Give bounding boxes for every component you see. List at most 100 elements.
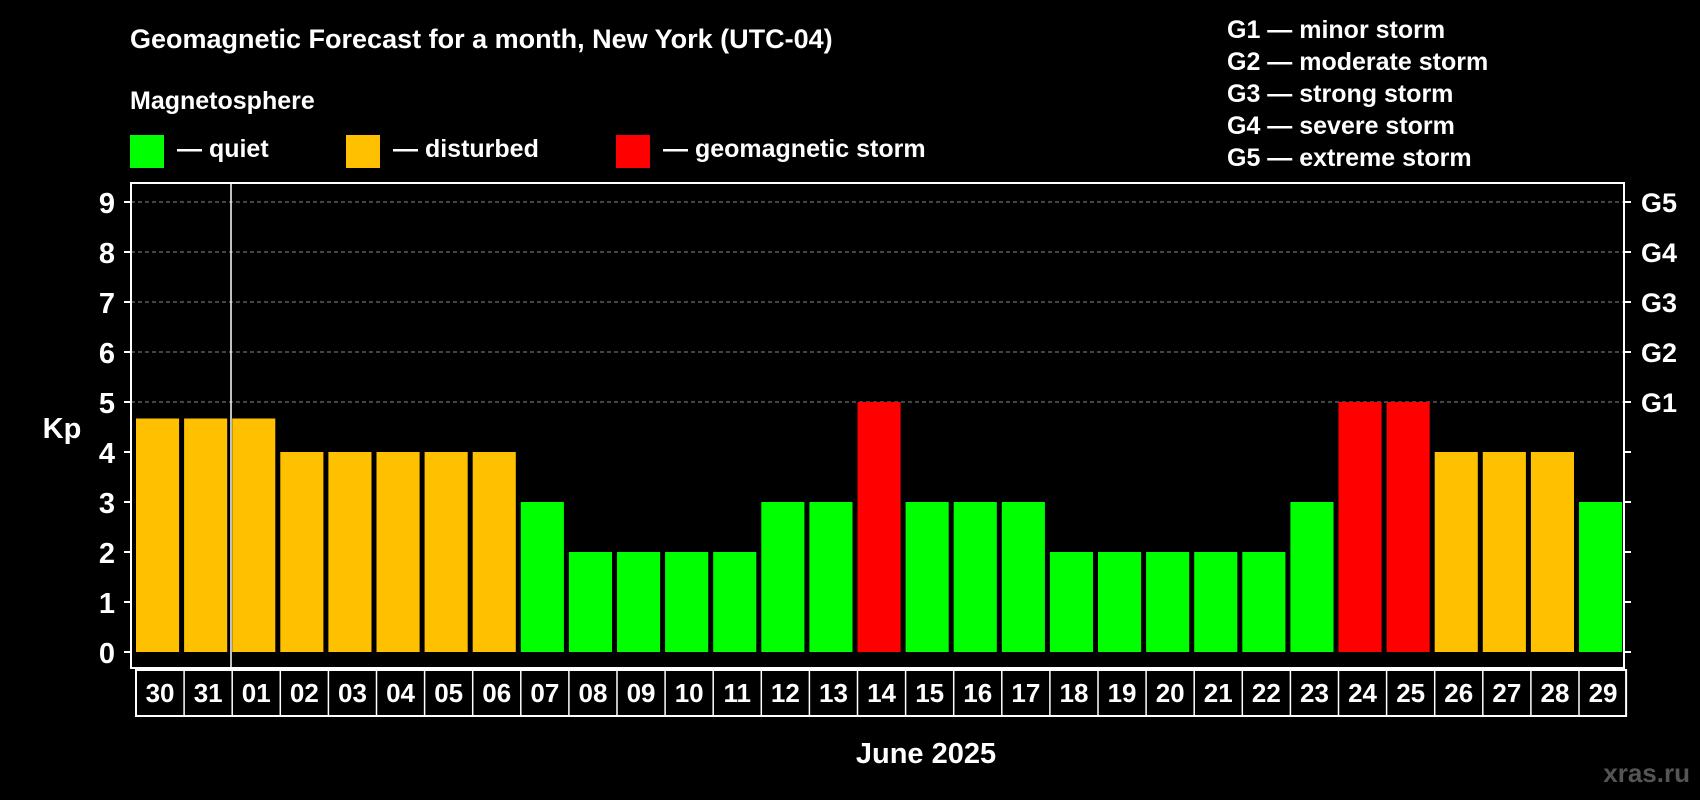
bar-15 [905,502,949,652]
bar-31 [184,418,228,652]
legend-title: Magnetosphere [130,87,315,115]
bar-28 [1530,452,1574,652]
y-tick-label: 5 [99,388,115,420]
bar-25 [1386,402,1430,652]
date-label-27: 27 [1492,678,1521,708]
date-label-04: 04 [386,678,415,708]
legend-swatch-quiet [130,135,164,168]
date-label-26: 26 [1444,678,1473,708]
date-label-29: 29 [1589,678,1618,708]
plot-frame [130,182,1625,669]
storm-scale-legend: G1 — minor storm G2 — moderate storm G3 — … [1227,16,1488,172]
date-label-13: 13 [819,678,848,708]
date-label-23: 23 [1300,678,1329,708]
date-label-31: 31 [194,678,223,708]
bar-03 [328,452,372,652]
date-label-18: 18 [1059,678,1088,708]
bar-17 [1001,502,1045,652]
date-label-12: 12 [771,678,800,708]
storm-level-label: G5 [1641,188,1677,218]
bar-20 [1146,552,1190,652]
y-tick-label: 8 [99,238,115,270]
date-row [135,669,1628,717]
storm-scale-item: G3 — strong storm [1227,80,1453,108]
date-label-08: 08 [578,678,607,708]
bar-16 [953,502,997,652]
storm-scale-item: G2 — moderate storm [1227,48,1488,76]
bar-07 [520,502,564,652]
legend: — quiet — disturbed — geomagnetic storm [130,135,926,168]
legend-label-quiet: — quiet [177,135,269,163]
y-tick-label: 9 [99,188,115,220]
legend-swatch-disturbed [346,135,380,168]
bar-10 [665,552,709,652]
date-label-11: 11 [724,678,752,708]
y-tick-label: 4 [99,438,115,470]
y-tick-label: 6 [99,338,115,370]
grid [131,201,1624,403]
y-tick-label: 2 [99,538,115,570]
storm-scale-item: G1 — minor storm [1227,16,1445,44]
date-label-15: 15 [915,678,944,708]
bar-08 [568,552,612,652]
storm-axis: G1 G2 G3 G4 G5 [1624,188,1677,653]
date-label-17: 17 [1011,678,1040,708]
storm-scale-item: G5 — extreme storm [1227,144,1472,172]
watermark: xras.ru [1603,758,1690,788]
date-label-09: 09 [627,678,656,708]
date-label-07: 07 [530,678,559,708]
storm-level-label: G3 [1641,288,1677,318]
bar-09 [617,552,661,652]
y-tick-label: 1 [99,588,115,620]
bar-19 [1098,552,1142,652]
bar-30 [136,418,180,652]
bars [136,402,1623,652]
date-label-01: 01 [242,678,271,708]
y-tick-label: 7 [99,288,115,320]
date-label-24: 24 [1348,678,1377,708]
y-axis: 0 1 2 3 4 5 6 7 8 9 [99,188,131,670]
bar-02 [280,452,324,652]
bar-27 [1482,452,1526,652]
date-label-22: 22 [1252,678,1281,708]
bar-12 [761,502,805,652]
bar-18 [1049,552,1093,652]
y-axis-label: Kp [43,413,82,445]
date-label-06: 06 [482,678,511,708]
chart-title: Geomagnetic Forecast for a month, New Yo… [130,24,833,54]
bar-01 [232,418,276,652]
bar-23 [1290,502,1334,652]
bar-05 [424,452,468,652]
bar-21 [1194,552,1238,652]
date-label-02: 02 [290,678,319,708]
bar-26 [1434,452,1478,652]
bar-04 [376,452,420,652]
date-label-19: 19 [1108,678,1137,708]
date-label-03: 03 [338,678,367,708]
date-label-25: 25 [1396,678,1425,708]
bar-22 [1242,552,1286,652]
date-label-14: 14 [867,678,896,708]
bar-24 [1338,402,1382,652]
storm-level-label: G2 [1641,338,1677,368]
date-label-16: 16 [963,678,992,708]
storm-level-label: G1 [1641,388,1677,418]
bar-29 [1579,502,1623,652]
y-tick-label: 0 [99,638,115,670]
date-label-21: 21 [1204,678,1233,708]
bar-06 [472,452,516,652]
date-label-10: 10 [675,678,704,708]
bar-11 [713,552,757,652]
y-tick-label: 3 [99,488,115,520]
storm-level-label: G4 [1641,238,1677,268]
date-label-28: 28 [1540,678,1569,708]
x-axis-label: June 2025 [856,738,996,770]
bar-14 [857,402,901,652]
date-label-05: 05 [434,678,463,708]
legend-label-storm: — geomagnetic storm [663,135,926,163]
date-label-20: 20 [1156,678,1185,708]
legend-label-disturbed: — disturbed [393,135,539,163]
x-axis: 30 31 01 02 03 04 05 06 07 08 09 10 11 12 13 14 15 16 17 18… [135,669,1628,717]
storm-scale-item: G4 — severe storm [1227,112,1455,140]
